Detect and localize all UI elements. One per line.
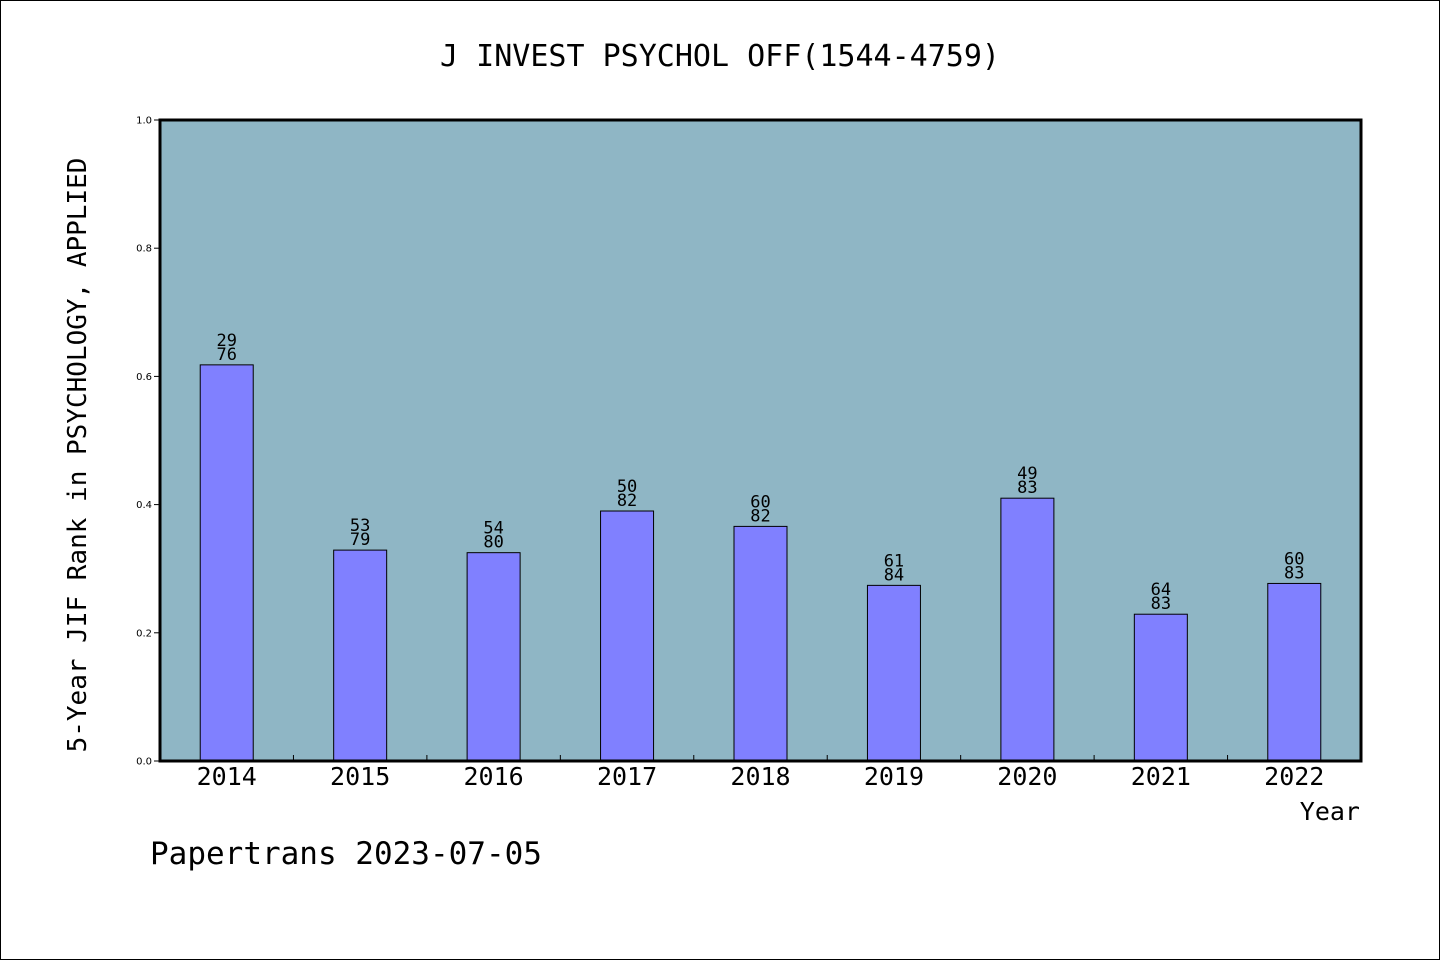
x-tick-label: 2018 <box>730 762 790 791</box>
bar-2018 <box>733 525 788 762</box>
bar-rank-label: 53 <box>350 516 370 536</box>
x-tick-label: 2014 <box>197 762 257 791</box>
x-tick-label: 2021 <box>1131 762 1191 791</box>
bars <box>199 364 1322 762</box>
bar-2014 <box>199 364 254 762</box>
y-tick-label: 1.0 <box>136 116 152 127</box>
bar-2019 <box>866 584 921 762</box>
y-tick-label: 0.8 <box>136 244 152 255</box>
footer-text: Papertrans 2023-07-05 <box>150 836 542 872</box>
bar-2022 <box>1267 582 1322 762</box>
bar-2021 <box>1133 613 1188 762</box>
x-tick-label: 2022 <box>1264 762 1324 791</box>
bar-total-label: 83 <box>1151 594 1171 614</box>
x-tick-label: 2019 <box>864 762 924 791</box>
bar-total-label: 79 <box>350 530 370 550</box>
x-tick-label: 2016 <box>464 762 524 791</box>
bar-total-label: 82 <box>617 491 637 511</box>
y-tick-label: 0.6 <box>136 372 152 383</box>
bar-2020 <box>1000 497 1055 762</box>
plot-border <box>158 118 1363 763</box>
bar-total-label: 82 <box>750 506 770 526</box>
bar-rank-label: 50 <box>617 477 637 497</box>
bar-rank-label: 61 <box>884 551 904 571</box>
x-tick-label: 2020 <box>997 762 1057 791</box>
bar-total-label: 84 <box>884 565 904 585</box>
x-tick-label: 2015 <box>330 762 390 791</box>
bar-total-label: 83 <box>1017 478 1037 498</box>
bar-2016 <box>466 552 521 762</box>
x-tick-label: 2017 <box>597 762 657 791</box>
y-axis-label: 5-Year JIF Rank in PSYCHOLOGY, APPLIED <box>63 158 93 753</box>
bar-2015 <box>333 549 388 762</box>
y-tick-label: 0.2 <box>136 628 152 639</box>
y-tick-label: 0.4 <box>136 500 152 511</box>
bar-rank-label: 49 <box>1017 464 1037 484</box>
x-axis-label: Year <box>1300 797 1360 826</box>
y-tick-label: 0.0 <box>136 757 152 768</box>
x-axis-tick-labels: 2014 2015 2016 2017 2018 2019 2020 2021 2022 <box>197 762 1325 791</box>
bar-total-label: 83 <box>1284 563 1304 583</box>
chart-title: J INVEST PSYCHOL OFF(1544-4759) <box>440 39 1000 74</box>
bar-rank-label: 54 <box>483 519 503 539</box>
bar-total-label: 80 <box>483 533 503 553</box>
bar-rank-label: 64 <box>1151 580 1171 600</box>
bar-2017 <box>600 510 655 762</box>
y-axis-ticks: 0.0 0.2 0.4 0.6 0.8 1.0 <box>136 116 160 768</box>
bar-total-label: 76 <box>216 345 236 365</box>
bar-rank-label: 60 <box>750 492 770 512</box>
bar-rank-label: 60 <box>1284 549 1304 569</box>
bar-rank-label: 29 <box>216 331 236 351</box>
